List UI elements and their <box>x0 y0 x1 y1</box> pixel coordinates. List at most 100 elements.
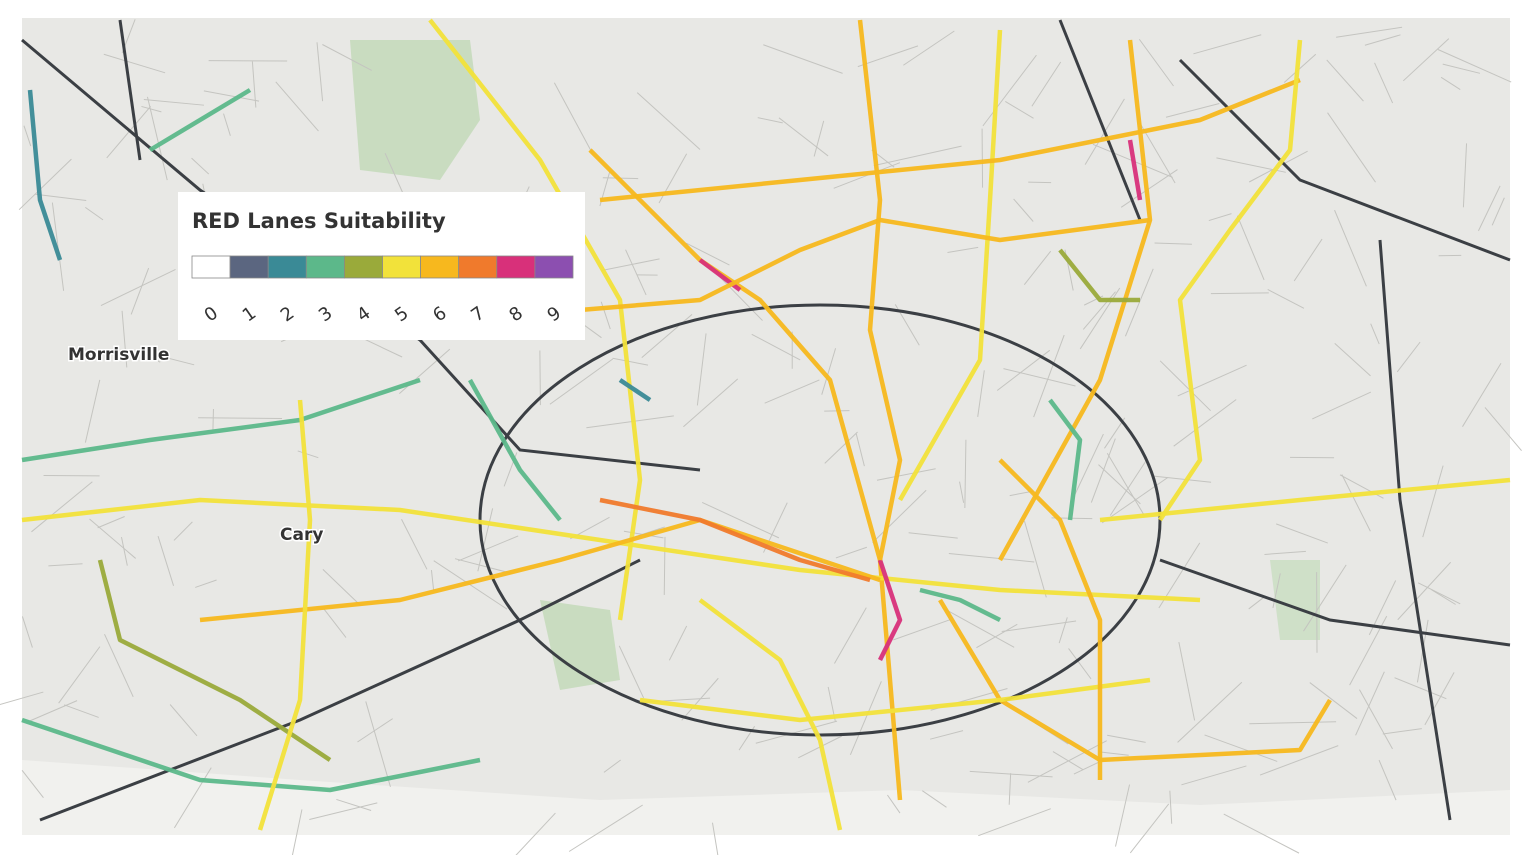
park <box>350 40 480 180</box>
road <box>21 717 481 793</box>
street <box>251 61 257 108</box>
street <box>821 348 837 395</box>
street <box>1033 334 1065 418</box>
street <box>764 379 820 404</box>
place-label: Morrisville <box>68 345 169 365</box>
street <box>169 704 198 737</box>
highway <box>1178 58 1511 262</box>
street <box>1169 790 1173 824</box>
street <box>813 120 825 157</box>
street <box>1107 734 1146 743</box>
street <box>1326 59 1364 102</box>
street <box>834 607 867 664</box>
street <box>212 408 214 430</box>
street <box>1370 323 1380 345</box>
street <box>223 113 231 136</box>
street <box>1359 689 1393 750</box>
street <box>130 267 150 315</box>
street <box>1378 759 1397 801</box>
street <box>89 518 136 559</box>
street <box>1336 26 1403 38</box>
street <box>146 96 168 181</box>
highway <box>1159 558 1511 647</box>
road <box>1058 248 1140 303</box>
street <box>1312 391 1372 420</box>
road <box>257 399 313 831</box>
street <box>755 720 838 744</box>
land <box>22 760 1510 835</box>
road <box>1048 398 1083 521</box>
street <box>1005 100 1034 119</box>
street <box>1334 209 1367 287</box>
street <box>23 125 32 147</box>
street <box>430 570 435 591</box>
legend-swatch <box>191 255 231 279</box>
street <box>1327 112 1376 183</box>
street <box>1058 617 1068 644</box>
street <box>323 608 347 638</box>
street <box>1013 198 1034 222</box>
road <box>1158 39 1303 522</box>
street <box>625 249 647 296</box>
street <box>1396 341 1421 373</box>
street <box>433 560 508 610</box>
road <box>21 377 421 463</box>
street <box>401 519 428 570</box>
street <box>922 790 947 808</box>
street <box>477 508 494 572</box>
street <box>84 379 101 443</box>
street <box>1098 464 1141 505</box>
street <box>908 532 958 539</box>
street <box>1437 49 1512 83</box>
street <box>137 349 161 363</box>
street <box>977 370 985 417</box>
highway <box>1378 239 1452 821</box>
street <box>322 44 372 71</box>
street <box>1422 465 1444 538</box>
street <box>457 535 519 562</box>
street <box>969 770 1053 778</box>
street <box>601 258 660 271</box>
street <box>48 563 83 567</box>
street <box>948 553 1035 563</box>
street <box>120 536 128 566</box>
street <box>322 569 361 606</box>
legend-swatch <box>305 255 345 279</box>
street <box>663 536 666 595</box>
street <box>612 357 649 366</box>
street <box>454 558 513 575</box>
street <box>31 481 93 533</box>
street <box>549 358 614 405</box>
street <box>1173 399 1237 447</box>
street <box>876 468 936 481</box>
street <box>586 415 674 429</box>
street <box>1267 289 1305 309</box>
street <box>857 45 919 68</box>
street <box>1484 407 1522 452</box>
street <box>1309 682 1358 719</box>
road <box>599 497 871 583</box>
street <box>1023 250 1052 286</box>
street <box>291 809 303 855</box>
street <box>873 145 962 167</box>
street <box>1355 671 1385 736</box>
street <box>0 691 44 705</box>
legend-swatch <box>458 255 498 279</box>
street <box>711 822 719 855</box>
road <box>698 598 843 831</box>
street <box>1210 292 1269 295</box>
legend-swatch <box>420 255 460 279</box>
street <box>203 90 260 102</box>
street <box>103 53 166 74</box>
street <box>668 625 688 661</box>
street <box>964 439 967 509</box>
street <box>855 433 865 467</box>
road <box>428 18 643 621</box>
road <box>1127 139 1143 201</box>
street <box>701 501 780 539</box>
map-background <box>22 18 1510 835</box>
road <box>998 458 1103 780</box>
street <box>1068 648 1092 680</box>
street <box>683 378 739 428</box>
street <box>35 193 87 202</box>
